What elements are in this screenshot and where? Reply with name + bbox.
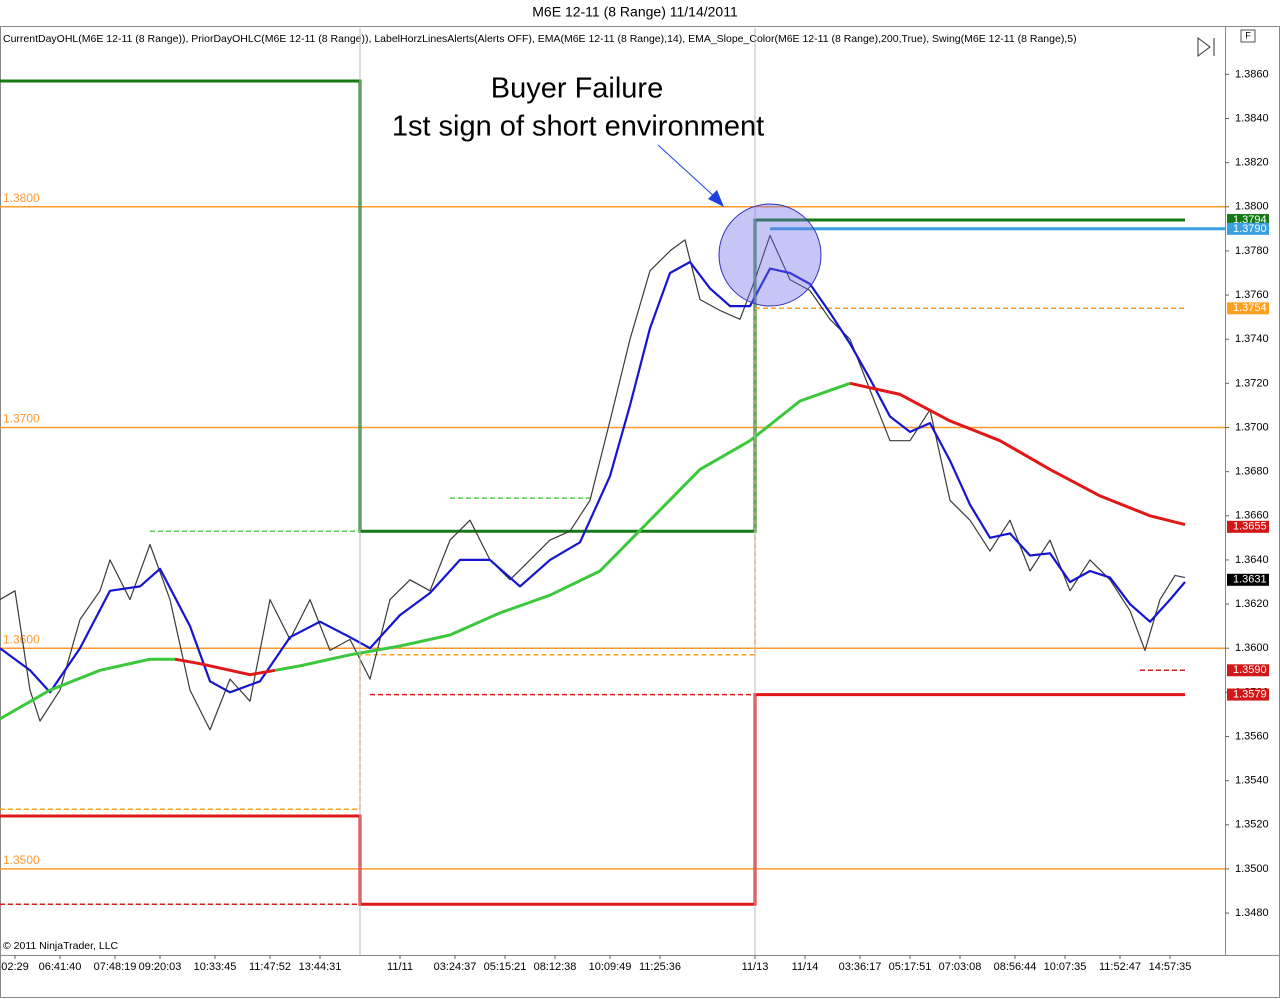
x-tick-label: 13:44:31 xyxy=(299,961,342,973)
toggle-icon: F xyxy=(1245,30,1251,40)
x-tick-label: 11/11 xyxy=(387,961,413,973)
y-tick-label: 1.3760 xyxy=(1235,289,1269,301)
x-tick-label: 10:07:35 xyxy=(1044,961,1087,973)
y-tick-label: 1.3820 xyxy=(1235,157,1269,169)
x-tick-label: 05:15:21 xyxy=(484,961,527,973)
price-marker xyxy=(1227,222,1269,235)
level-line xyxy=(0,669,1185,905)
y-tick-label: 1.3660 xyxy=(1235,510,1269,522)
price-marker xyxy=(1227,688,1269,701)
pivot-label: 1.3500 xyxy=(3,853,40,867)
y-tick-label: 1.3860 xyxy=(1235,68,1269,80)
annotation: Buyer Failure xyxy=(491,73,663,105)
price-marker-label: 1.3754 xyxy=(1233,302,1267,314)
y-tick-label: 1.3720 xyxy=(1235,377,1269,389)
x-tick-label: 02:29 xyxy=(1,961,29,973)
indicator-list: CurrentDayOHL(M6E 12-11 (8 Range)), Prio… xyxy=(3,33,1077,45)
x-tick-label: 03:24:37 xyxy=(434,961,477,973)
price-marker xyxy=(1227,573,1269,586)
x-tick-label: 09:20:03 xyxy=(139,961,182,973)
price-marker xyxy=(1227,520,1269,533)
y-tick-label: 1.3780 xyxy=(1235,245,1269,257)
y-tick-label: 1.3560 xyxy=(1235,730,1269,742)
x-tick-label: 11/13 xyxy=(742,961,769,973)
plot-area: 1.34801.35001.35201.35401.35601.35801.36… xyxy=(0,68,1269,973)
x-tick-label: 03:36:17 xyxy=(839,961,882,973)
x-tick-label: 07:48:19 xyxy=(94,961,137,973)
chart-title: M6E 12-11 (8 Range) 11/14/2011 xyxy=(532,4,738,20)
y-tick-label: 1.3840 xyxy=(1235,112,1269,124)
annotation: 1st sign of short environment xyxy=(392,111,764,143)
x-tick-label: 08:12:38 xyxy=(534,961,577,973)
price-marker-label: 1.3590 xyxy=(1233,664,1267,676)
y-tick-label: 1.3700 xyxy=(1235,421,1269,433)
x-tick-label: 08:56:44 xyxy=(994,961,1037,973)
price-marker-label: 1.3631 xyxy=(1233,574,1267,586)
price-marker-label: 1.3790 xyxy=(1233,223,1267,235)
level-line xyxy=(0,693,1185,906)
copyright: © 2011 NinjaTrader, LLC xyxy=(3,940,119,952)
toolbar[interactable]: F xyxy=(1197,29,1256,57)
y-tick-label: 1.3500 xyxy=(1235,863,1269,875)
ema-line xyxy=(0,260,1186,694)
price-marker-label: 1.3655 xyxy=(1233,521,1267,533)
y-tick-label: 1.3800 xyxy=(1235,201,1269,213)
x-tick-label: 10:33:45 xyxy=(194,961,237,973)
price-marker xyxy=(1227,302,1269,315)
x-tick-label: 07:03:08 xyxy=(939,961,982,973)
level-line xyxy=(150,497,590,532)
y-tick-label: 1.3520 xyxy=(1235,819,1269,831)
x-tick-label: 10:09:49 xyxy=(589,961,632,973)
pivot-label: 1.3600 xyxy=(3,632,40,646)
y-tick-label: 1.3480 xyxy=(1235,907,1269,919)
x-tick-label: 11:52:47 xyxy=(1099,961,1141,973)
play-icon[interactable] xyxy=(1197,37,1211,57)
x-tick-label: 11:47:52 xyxy=(249,961,291,973)
x-tick-label: 11/14 xyxy=(792,961,819,973)
x-tick-label: 11:25:36 xyxy=(639,961,681,973)
x-tick-label: 06:41:40 xyxy=(39,961,82,973)
ema-line xyxy=(174,381,1186,677)
pivot-label: 1.3800 xyxy=(3,191,40,205)
price-marker-label: 1.3579 xyxy=(1233,688,1267,700)
level-line xyxy=(0,307,1185,811)
x-tick-label: 05:17:51 xyxy=(889,961,932,973)
y-tick-label: 1.3540 xyxy=(1235,775,1269,787)
y-tick-label: 1.3600 xyxy=(1235,642,1269,654)
annotation-arrow xyxy=(657,144,717,199)
y-tick-label: 1.3740 xyxy=(1235,333,1269,345)
price-marker xyxy=(1227,664,1269,677)
pivot-label: 1.3700 xyxy=(3,412,40,426)
highlight-circle xyxy=(718,203,822,307)
y-tick-label: 1.3680 xyxy=(1235,466,1269,478)
x-tick-label: 14:57:35 xyxy=(1149,961,1192,973)
y-tick-label: 1.3640 xyxy=(1235,554,1269,566)
level-line xyxy=(0,79,1185,533)
y-tick-label: 1.3620 xyxy=(1235,598,1269,610)
arrow-head xyxy=(708,190,724,207)
ema-line xyxy=(0,381,851,721)
toggle-button[interactable] xyxy=(1240,29,1256,43)
